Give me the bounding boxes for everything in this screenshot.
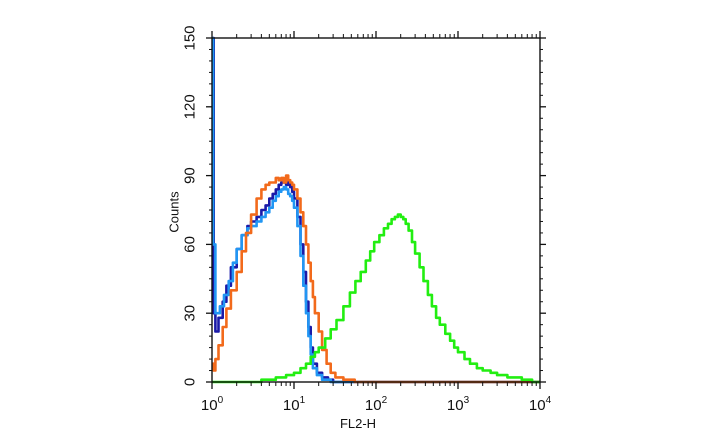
x-tick-label: 103 — [447, 395, 470, 414]
series-line-2 — [211, 36, 540, 384]
tick-layer — [206, 31, 546, 389]
x-tick-label: 100 — [201, 395, 224, 414]
series-line-1 — [212, 36, 540, 384]
series-line-4 — [212, 213, 540, 384]
y-tick-label: 30 — [182, 305, 199, 322]
y-axis-title: Counts — [167, 191, 182, 233]
label-layer: 0 30 60 90 120 150 100 101 102 103 104 — [182, 25, 552, 414]
x-tick-label: 101 — [283, 395, 306, 414]
series-layer — [211, 36, 540, 384]
y-tick-label: 90 — [182, 167, 199, 184]
x-tick-label: 104 — [529, 395, 552, 414]
y-tick-label: 0 — [182, 378, 199, 386]
y-tick-label: 60 — [182, 236, 199, 253]
series-line-3 — [212, 174, 540, 384]
y-tick-label: 120 — [182, 94, 199, 119]
x-tick-label: 102 — [365, 395, 388, 414]
x-axis-title: FL2-H — [340, 416, 376, 431]
y-tick-label: 150 — [182, 25, 199, 50]
